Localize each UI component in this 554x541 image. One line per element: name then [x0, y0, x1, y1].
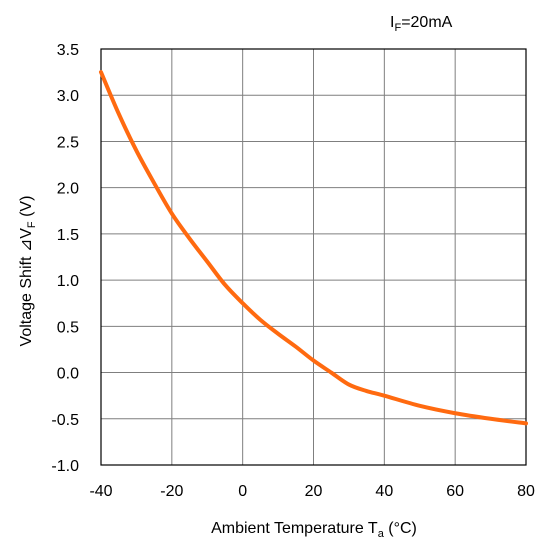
condition-subscript: F — [394, 22, 401, 34]
y-tick-label: 0.5 — [57, 319, 79, 336]
x-tick-label: 20 — [305, 483, 323, 500]
y-tick-label: 1.5 — [57, 227, 79, 244]
y-tick-label: 2.0 — [57, 181, 79, 198]
x-tick-label: 60 — [446, 483, 464, 500]
condition-value: =20mA — [401, 14, 452, 31]
x-tick-label: 0 — [238, 483, 247, 500]
plot-frame — [100, 48, 527, 466]
condition-base: I — [390, 14, 394, 31]
y-tick-label: 3.0 — [57, 88, 79, 105]
y-axis-title-base: Voltage Shift ⊿V — [18, 228, 35, 347]
y-tick-label: -0.5 — [51, 412, 79, 429]
y-tick-labels: 3.5 3.0 2.5 2.0 1.5 1.0 0.5 0.0 -0.5 -1.0 — [51, 42, 79, 475]
y-axis-title: Voltage Shift ⊿VF (V) — [18, 196, 38, 347]
x-axis-title: Ambient Temperature Ta (°C) — [211, 520, 417, 540]
y-axis-title-subscript: F — [26, 221, 38, 228]
y-tick-label: 3.5 — [57, 42, 79, 59]
test-condition-label: IF=20mA — [390, 14, 453, 34]
series-layer — [99, 70, 528, 426]
y-tick-label: 1.0 — [57, 273, 79, 290]
y-tick-label: -1.0 — [51, 458, 79, 475]
x-axis-title-base: Ambient Temperature T — [211, 520, 378, 537]
y-tick-label: 0.0 — [57, 366, 79, 383]
x-tick-label: -20 — [160, 483, 183, 500]
plot-border — [100, 48, 527, 466]
series-line — [99, 70, 528, 426]
x-axis-title-unit: (°C) — [384, 520, 417, 537]
x-tick-labels: -40 -20 0 20 40 60 80 — [89, 483, 535, 500]
x-tick-label: 40 — [375, 483, 393, 500]
x-tick-label: 80 — [517, 483, 535, 500]
x-tick-label: -40 — [89, 483, 112, 500]
x-axis-title-subscript: a — [378, 528, 385, 540]
y-axis-title-unit: (V) — [18, 196, 35, 222]
y-tick-label: 2.5 — [57, 134, 79, 151]
grid-lines — [100, 48, 527, 466]
